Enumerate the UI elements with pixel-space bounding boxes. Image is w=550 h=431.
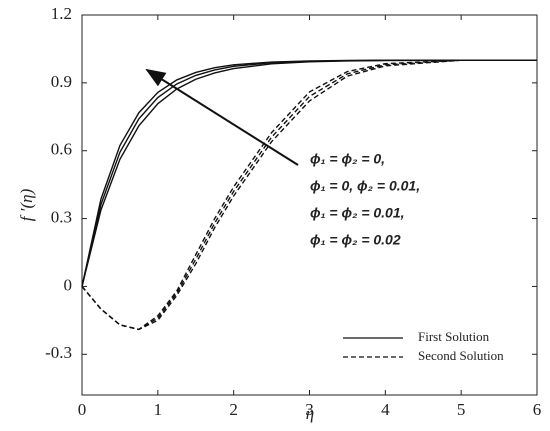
x-tick-label: 5 [457, 400, 466, 419]
x-tick-label: 2 [229, 400, 238, 419]
line [81, 59, 537, 287]
annotation: ϕ₁ = ϕ₂ = 0, [310, 151, 385, 167]
arrow [145, 68, 299, 166]
y-tick-label: 0.3 [51, 207, 72, 226]
x-tick-label: 3 [305, 400, 314, 419]
y-tick-label: 0 [64, 275, 73, 294]
annotation: ϕ₁ = ϕ₂ = 0.02 [310, 232, 401, 248]
x-tick-label: 4 [381, 400, 390, 419]
x-axis-label: η [306, 404, 314, 423]
y-tick-label: 0.6 [51, 140, 72, 159]
y-tick-label: 0.9 [51, 72, 72, 91]
legend-label: Second Solution [418, 348, 504, 363]
legend-label: First Solution [418, 329, 490, 344]
y-tick-label: -0.3 [45, 343, 72, 362]
y-tick-label: 1.2 [51, 4, 72, 23]
x-tick-label: 1 [154, 400, 163, 419]
annotation: ϕ₁ = ϕ₂ = 0.01, [310, 205, 405, 221]
line [81, 59, 537, 287]
line [81, 59, 537, 287]
line [81, 59, 537, 331]
annotation: ϕ₁ = 0, ϕ₂ = 0.01, [310, 178, 420, 194]
x-tick-label: 0 [78, 400, 87, 419]
x-tick-label: 6 [533, 400, 542, 419]
y-axis-label: f ′(η) [17, 188, 36, 221]
